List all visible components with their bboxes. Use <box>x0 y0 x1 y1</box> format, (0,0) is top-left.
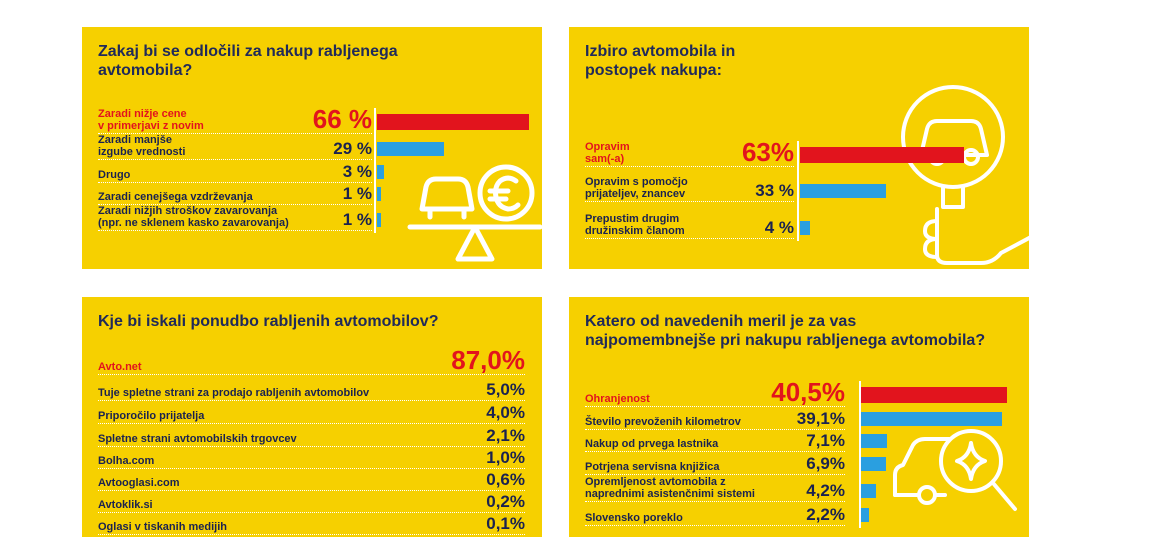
row-separator <box>98 133 372 134</box>
category-label: Zaradi cenejšega vzdrževanja <box>98 191 253 203</box>
panel-most-important: Katero od navedenih meril je za vas najp… <box>569 297 1029 537</box>
value-label: 0,1% <box>486 514 525 533</box>
row-separator <box>98 374 525 375</box>
value-label: 39,1% <box>796 409 845 428</box>
panel-title: Katero od navedenih meril je za vas najp… <box>585 313 986 349</box>
row-separator <box>98 512 525 513</box>
value-label: 0,6% <box>486 470 525 489</box>
category-label: Opravim sam(-a) <box>585 141 630 165</box>
category-label: Nakup od prvega lastnika <box>585 438 719 450</box>
row-separator <box>585 451 845 452</box>
panel-title: Izbiro avtomobila in postopek nakupa: <box>585 43 736 79</box>
row-separator <box>98 423 525 424</box>
category-label: Prepustim drugim družinskim članom <box>585 213 685 237</box>
row-separator <box>585 406 845 407</box>
bar <box>377 213 381 227</box>
bar <box>861 484 877 498</box>
value-label: 5,0% <box>486 380 525 399</box>
chart-axis <box>859 381 861 528</box>
row-separator <box>585 201 794 202</box>
category-label: Ohranjenost <box>585 393 650 405</box>
bar <box>861 434 887 448</box>
category-label: Drugo <box>98 169 131 181</box>
category-label: Potrjena servisna knjižica <box>585 461 720 473</box>
bar <box>377 165 384 179</box>
value-label: 4 % <box>764 218 794 237</box>
value-label: 66 % <box>312 104 372 134</box>
value-label: 1 % <box>342 184 372 203</box>
value-label: 1,0% <box>486 448 525 467</box>
bar <box>861 412 1002 426</box>
category-label: Število prevoženih kilometrov <box>585 416 741 428</box>
bar <box>800 184 886 198</box>
bar <box>861 508 869 522</box>
chart-axis <box>797 141 799 241</box>
bar <box>861 387 1007 403</box>
panel-where-search: Kje bi iskali ponudbo rabljenih avtomobi… <box>82 297 542 537</box>
value-label: 1 % <box>342 210 372 229</box>
row-separator <box>585 238 794 239</box>
chart-axis <box>374 108 376 233</box>
category-label: Zaradi nižje cene v primerjavi z novim <box>98 108 204 132</box>
row-separator <box>98 534 525 535</box>
row-separator <box>98 204 372 205</box>
scale-car-euro-icon <box>407 164 542 262</box>
panel-why-used-car: Zakaj bi se odločili za nakup rabljenega… <box>82 27 542 269</box>
value-label: 3 % <box>342 162 372 181</box>
value-label: 29 % <box>333 139 372 158</box>
value-label: 7,1% <box>806 431 845 450</box>
value-label: 6,9% <box>806 454 845 473</box>
row-separator <box>98 400 525 401</box>
panel-title: Kje bi iskali ponudbo rabljenih avtomobi… <box>98 313 439 330</box>
row-separator <box>98 468 525 469</box>
category-label: Zaradi nižjih stroškov zavarovanja (npr.… <box>98 205 289 229</box>
category-label: Zaradi manjše izgube vrednosti <box>98 134 186 158</box>
value-label: 87,0% <box>451 345 525 375</box>
value-label: 4,2% <box>806 481 845 500</box>
category-label: Slovensko poreklo <box>585 512 683 524</box>
row-separator <box>98 182 372 183</box>
category-label: Avtoklik.si <box>98 499 153 511</box>
row-separator <box>585 166 794 167</box>
category-label: Spletne strani avtomobilskih trgovcev <box>98 433 297 445</box>
bar <box>377 114 529 130</box>
value-label: 40,5% <box>771 377 845 407</box>
category-label: Avtooglasi.com <box>98 477 180 489</box>
magnifier-car-icon <box>901 85 1029 265</box>
row-separator <box>585 474 845 475</box>
value-label: 33 % <box>755 181 794 200</box>
bar <box>800 221 811 235</box>
category-label: Oglasi v tiskanih medijih <box>98 521 227 533</box>
row-separator <box>98 159 372 160</box>
category-label: Tuje spletne strani za prodajo rabljenih… <box>98 387 370 399</box>
row-separator <box>98 446 525 447</box>
value-label: 4,0% <box>486 403 525 422</box>
bar <box>377 142 444 156</box>
category-label: Avto.net <box>98 361 142 373</box>
panel-car-selection: Izbiro avtomobila in postopek nakupa: Op… <box>569 27 1029 269</box>
row-separator <box>98 490 525 491</box>
category-label: Opremljenost avtomobila z naprednimi asi… <box>585 476 755 500</box>
bar <box>800 147 964 163</box>
value-label: 63% <box>741 137 794 167</box>
row-separator <box>98 230 372 231</box>
row-separator <box>585 429 845 430</box>
category-label: Bolha.com <box>98 455 155 467</box>
row-separator <box>585 525 845 526</box>
value-label: 2,2% <box>806 505 845 524</box>
category-label: Priporočilo prijatelja <box>98 410 205 422</box>
car-magnifier-sparkle-icon <box>893 429 1017 511</box>
bar <box>861 457 886 471</box>
value-label: 2,1% <box>486 426 525 445</box>
category-label: Opravim s pomočjo prijateljev, znancev <box>585 176 688 200</box>
bar <box>377 187 381 201</box>
panel-title: Zakaj bi se odločili za nakup rabljenega… <box>98 43 398 79</box>
value-label: 0,2% <box>486 492 525 511</box>
row-separator <box>585 501 845 502</box>
